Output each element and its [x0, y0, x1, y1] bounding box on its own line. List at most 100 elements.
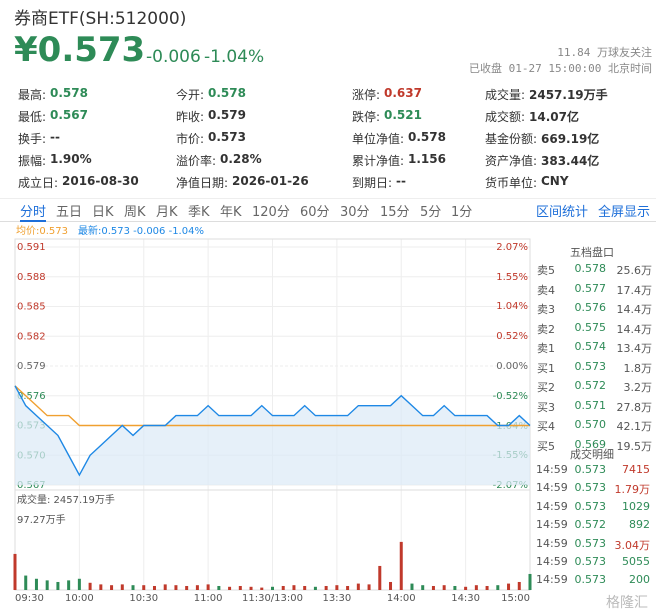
stat-value: 383.44亿 — [541, 154, 600, 168]
tab[interactable]: 分时 — [20, 201, 47, 222]
trade-time: 14:59 — [536, 573, 568, 587]
book-label: 卖2 — [537, 322, 555, 336]
book-volume: 1.8万 — [623, 361, 653, 375]
stat-label: 单位净值: — [352, 132, 405, 146]
volume-bar — [464, 586, 468, 590]
book-volume: 19.5万 — [616, 439, 653, 453]
volume-bar — [67, 580, 71, 590]
stat-value: 0.578 — [208, 86, 246, 100]
y-tick-label: 0.576 — [17, 391, 46, 402]
tab[interactable]: 15分 — [380, 205, 410, 220]
book-volume: 25.6万 — [616, 264, 653, 277]
book-price: 0.572 — [574, 379, 607, 392]
volume-bar — [77, 578, 81, 590]
book-volume: 14.4万 — [616, 322, 653, 336]
volume-bar — [410, 583, 414, 590]
volume-bar — [217, 585, 221, 590]
tab[interactable]: 月K — [156, 205, 178, 220]
volume-bar — [206, 584, 210, 590]
book-price: 0.574 — [574, 340, 607, 353]
book-volume: 3.2万 — [623, 381, 653, 394]
volume-bar — [131, 585, 135, 590]
volume-bar — [249, 586, 253, 590]
volume-bar — [431, 585, 435, 590]
x-tick-label: 11:00 — [194, 593, 223, 604]
trade-price: 0.572 — [574, 518, 607, 532]
tab-bar — [0, 198, 656, 222]
volume-bar — [185, 585, 189, 590]
book-volume: 17.4万 — [616, 283, 653, 297]
stat-value: 2026-01-26 — [232, 174, 309, 188]
tab[interactable]: 年K — [220, 205, 242, 220]
volume-bar — [238, 585, 242, 590]
trade-time: 14:59 — [536, 463, 568, 476]
y-tick-label: 0.582 — [17, 331, 46, 342]
y-tick-label: 97.27万手 — [17, 513, 66, 526]
x-tick-label: 10:30 — [129, 593, 158, 604]
tab[interactable]: 120分 — [252, 205, 290, 220]
volume-bar — [367, 584, 371, 590]
stat-value: 0.578 — [408, 130, 446, 144]
book-label: 卖4 — [537, 283, 555, 297]
link[interactable]: 全屏显示 — [597, 205, 650, 220]
volume-bar — [13, 553, 17, 590]
y2-tick-label: -2.07% — [493, 480, 528, 491]
volume-bar — [303, 585, 307, 590]
tab[interactable]: 日K — [92, 205, 114, 220]
stat-label: 振幅: — [18, 154, 47, 168]
stat-label: 货币单位: — [485, 176, 538, 190]
stat-label: 成交量: — [485, 88, 526, 102]
stat-value: 0.521 — [384, 108, 422, 122]
stat-label: 累计净值: — [352, 154, 405, 168]
book-price: 0.575 — [574, 320, 607, 334]
volume-bar — [421, 585, 425, 590]
link[interactable]: 区间统计 — [535, 205, 588, 220]
volume-bar — [228, 586, 232, 590]
status: 已收盘 01-27 15:00:00 北京时间 — [469, 62, 652, 75]
volume-bar — [260, 587, 264, 590]
tab[interactable]: 周K — [124, 205, 146, 220]
y2-tick-label: -0.52% — [493, 391, 528, 402]
book-volume: 27.8万 — [616, 400, 653, 414]
y2-tick-label: 0.52% — [496, 331, 528, 342]
volume-bar — [389, 581, 393, 590]
volume-bar — [324, 585, 328, 590]
stat-label: 溢价率: — [176, 154, 217, 168]
trade-price: 0.573 — [574, 481, 607, 495]
volume-bar — [99, 584, 103, 590]
stat-value: 1.156 — [408, 152, 446, 166]
stat-value: 0.567 — [50, 108, 88, 122]
y-tick-label: 0.567 — [17, 480, 46, 491]
change: -0.006 — [146, 47, 201, 67]
y-tick-label: 0.588 — [17, 272, 46, 283]
book-label: 卖5 — [537, 264, 555, 277]
trade-price: 0.573 — [574, 573, 607, 587]
x-tick-label: 10:00 — [65, 593, 94, 604]
book-price: 0.570 — [574, 418, 607, 431]
stat-value: -- — [50, 130, 60, 144]
stat-label: 资产净值: — [485, 154, 538, 168]
tab[interactable]: 五日 — [56, 205, 83, 220]
x-tick-label: 14:30 — [451, 593, 480, 604]
tab[interactable]: 60分 — [300, 205, 330, 220]
tab[interactable]: 30分 — [340, 205, 370, 220]
trade-volume: 200 — [629, 573, 650, 587]
tab[interactable]: 5分 — [420, 205, 442, 220]
volume-bar — [313, 586, 317, 590]
book-volume: 42.1万 — [616, 420, 653, 433]
volume-bar — [496, 585, 500, 590]
trade-price: 0.573 — [574, 555, 607, 568]
tab[interactable]: 季K — [188, 205, 210, 220]
trade-time: 14:59 — [536, 499, 568, 513]
avg-legend: 均价:0.573 — [16, 226, 68, 237]
volume-bar — [356, 583, 360, 590]
stat-label: 成立日: — [18, 176, 59, 190]
book-price: 0.571 — [574, 398, 607, 412]
stat-label: 跌停: — [352, 110, 381, 124]
volume-bar — [281, 585, 285, 590]
volume-bar — [45, 580, 49, 590]
tab[interactable]: 1分 — [451, 205, 473, 220]
volume-bar — [485, 585, 489, 590]
